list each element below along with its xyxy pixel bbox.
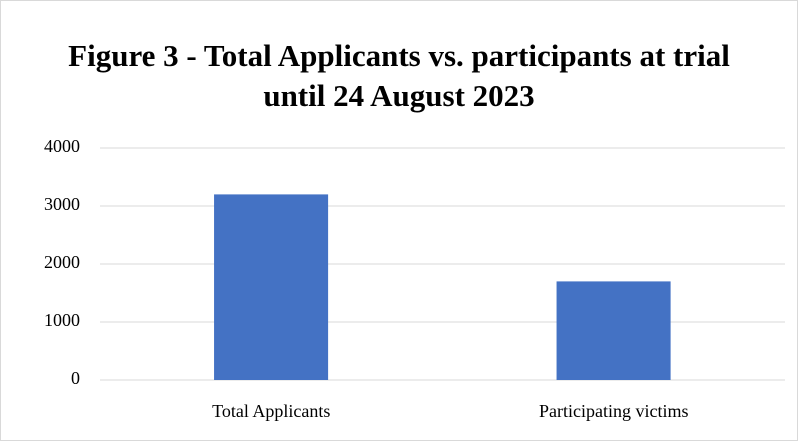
bar (214, 194, 329, 380)
y-tick-label: 0 (71, 368, 80, 388)
y-tick-label: 3000 (44, 194, 80, 214)
y-tick-label: 4000 (44, 136, 80, 156)
bar (556, 281, 671, 380)
chart-title: Figure 3 - Total Applicants vs. particip… (68, 38, 730, 113)
y-tick-label: 1000 (44, 310, 80, 330)
x-tick-label: Total Applicants (212, 401, 330, 421)
y-tick-label: 2000 (44, 252, 80, 272)
x-tick-label: Participating victims (539, 401, 688, 421)
